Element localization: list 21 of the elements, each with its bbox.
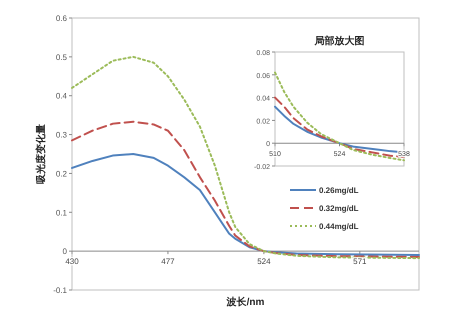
x-tick-label: 477 [161, 257, 176, 266]
y-tick-label: 0.2 [56, 169, 68, 178]
y-tick-label: 0.5 [56, 52, 68, 62]
y-tick-label: 0 [62, 247, 68, 256]
line-series [71, 56, 420, 260]
x-axis-title: 波长/nm [226, 296, 264, 308]
line-series [71, 120, 420, 258]
legend-label: 0.44mg/dL [319, 222, 359, 231]
y-tick-label: 0.4 [56, 92, 68, 101]
y-tick-label: 0.6 [56, 14, 68, 23]
x-tick-label: 430 [65, 257, 80, 266]
y-axis-title: 吸光度变化量 [35, 124, 47, 184]
legend-label: 0.32mg/dL [319, 204, 359, 213]
chart-title: 局部放大图 [314, 35, 364, 47]
legend-label: 0.26mg/dL [319, 186, 359, 195]
y-tick-label: 0.1 [56, 208, 68, 218]
x-tick-label: 524 [257, 257, 272, 266]
x-tick-label: 571 [353, 257, 368, 266]
y-tick-label: -0.1 [53, 286, 68, 295]
y-tick-label: 0.3 [56, 130, 68, 140]
line-series [71, 153, 420, 256]
